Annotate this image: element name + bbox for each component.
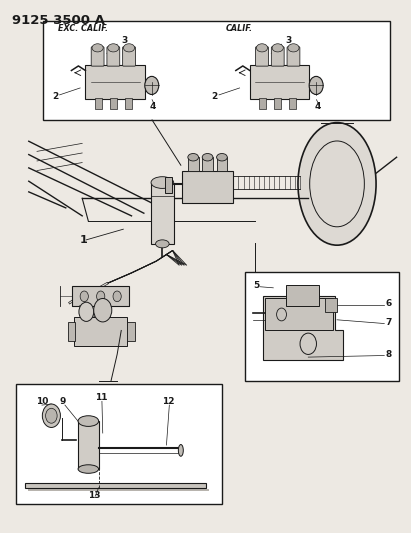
Bar bbox=[245, 272, 399, 381]
FancyBboxPatch shape bbox=[271, 47, 284, 66]
Bar bbox=[188, 157, 199, 171]
Ellipse shape bbox=[217, 154, 227, 161]
Ellipse shape bbox=[178, 445, 183, 456]
Text: 9125 3500 A: 9125 3500 A bbox=[12, 14, 105, 27]
FancyBboxPatch shape bbox=[287, 47, 300, 66]
Bar bbox=[78, 421, 99, 469]
Bar bbox=[250, 65, 309, 99]
Text: 6: 6 bbox=[386, 300, 392, 309]
Bar bbox=[151, 182, 173, 244]
Bar bbox=[259, 98, 266, 109]
Bar bbox=[127, 322, 135, 341]
Bar bbox=[125, 98, 132, 109]
Bar bbox=[43, 21, 390, 120]
FancyBboxPatch shape bbox=[107, 47, 120, 66]
Text: 7: 7 bbox=[386, 318, 392, 327]
Circle shape bbox=[309, 76, 323, 94]
FancyBboxPatch shape bbox=[256, 47, 268, 66]
Bar bbox=[28, 489, 209, 491]
Text: EXC. CALIF.: EXC. CALIF. bbox=[58, 24, 108, 33]
Text: 2: 2 bbox=[52, 92, 58, 101]
Circle shape bbox=[145, 76, 159, 94]
Circle shape bbox=[97, 291, 105, 302]
Bar bbox=[110, 98, 117, 109]
Text: 10: 10 bbox=[36, 397, 48, 406]
Ellipse shape bbox=[78, 416, 99, 426]
Text: CALIF.: CALIF. bbox=[226, 24, 253, 33]
Text: 13: 13 bbox=[88, 491, 101, 500]
Bar bbox=[274, 98, 281, 109]
Bar bbox=[325, 298, 337, 312]
Circle shape bbox=[94, 298, 112, 322]
Text: 12: 12 bbox=[162, 397, 175, 406]
Ellipse shape bbox=[256, 44, 268, 52]
Bar bbox=[202, 157, 213, 171]
Bar bbox=[265, 298, 333, 330]
Circle shape bbox=[80, 291, 88, 302]
Text: 1: 1 bbox=[80, 235, 88, 245]
Text: 9: 9 bbox=[60, 397, 66, 406]
Bar bbox=[286, 285, 319, 306]
Bar bbox=[16, 384, 222, 504]
FancyBboxPatch shape bbox=[91, 47, 104, 66]
Ellipse shape bbox=[298, 123, 376, 245]
Ellipse shape bbox=[288, 44, 299, 52]
Text: 3: 3 bbox=[286, 36, 292, 45]
Polygon shape bbox=[263, 296, 343, 360]
Ellipse shape bbox=[78, 465, 99, 473]
Text: 2: 2 bbox=[212, 92, 218, 101]
Bar bbox=[95, 98, 102, 109]
Circle shape bbox=[46, 408, 57, 423]
Ellipse shape bbox=[202, 154, 213, 161]
Ellipse shape bbox=[108, 44, 119, 52]
Ellipse shape bbox=[272, 44, 283, 52]
Bar bbox=[182, 171, 233, 203]
Ellipse shape bbox=[155, 240, 169, 248]
Circle shape bbox=[42, 404, 60, 427]
Ellipse shape bbox=[151, 177, 174, 189]
FancyBboxPatch shape bbox=[122, 47, 136, 66]
Bar bbox=[74, 317, 127, 346]
Text: 3: 3 bbox=[121, 36, 127, 45]
Circle shape bbox=[113, 291, 121, 302]
Bar bbox=[72, 286, 129, 306]
Text: 4: 4 bbox=[150, 102, 157, 111]
Bar bbox=[217, 157, 227, 171]
Text: 11: 11 bbox=[95, 393, 108, 402]
Ellipse shape bbox=[123, 44, 135, 52]
Text: 4: 4 bbox=[314, 102, 321, 111]
Ellipse shape bbox=[188, 154, 199, 161]
Bar bbox=[68, 322, 75, 341]
Bar bbox=[85, 65, 145, 99]
Bar bbox=[25, 483, 206, 488]
Text: 8: 8 bbox=[386, 350, 392, 359]
Circle shape bbox=[79, 302, 94, 321]
Text: 5: 5 bbox=[254, 281, 260, 290]
Bar bbox=[165, 177, 172, 193]
Ellipse shape bbox=[92, 44, 103, 52]
Bar bbox=[289, 98, 296, 109]
